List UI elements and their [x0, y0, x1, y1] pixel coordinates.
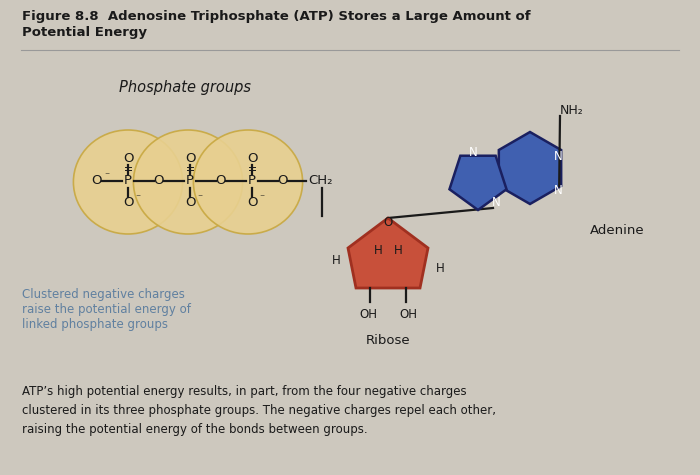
- Polygon shape: [449, 156, 507, 210]
- Ellipse shape: [74, 130, 183, 234]
- Text: N: N: [491, 196, 500, 209]
- Text: N: N: [554, 150, 562, 162]
- Ellipse shape: [193, 130, 302, 234]
- Text: Ribose: Ribose: [365, 334, 410, 347]
- Text: N: N: [468, 145, 477, 159]
- Text: Adenine: Adenine: [590, 224, 645, 237]
- Text: P: P: [124, 174, 132, 188]
- Text: ATP’s high potential energy results, in part, from the four negative charges
clu: ATP’s high potential energy results, in …: [22, 385, 496, 436]
- Text: ⁻: ⁻: [104, 171, 109, 181]
- Text: ⁻: ⁻: [135, 193, 140, 203]
- Text: O: O: [185, 152, 195, 165]
- Text: O: O: [122, 197, 133, 209]
- Text: Phosphate groups: Phosphate groups: [119, 80, 251, 95]
- Text: H: H: [332, 255, 340, 267]
- Text: O: O: [246, 197, 258, 209]
- Text: O: O: [216, 174, 226, 188]
- Text: H: H: [435, 262, 444, 275]
- Text: ⁻: ⁻: [197, 193, 202, 203]
- Text: O: O: [122, 152, 133, 165]
- Ellipse shape: [134, 130, 243, 234]
- Text: O: O: [154, 174, 164, 188]
- Text: linked phosphate groups: linked phosphate groups: [22, 318, 168, 331]
- Text: N: N: [554, 183, 562, 197]
- Text: Clustered negative charges: Clustered negative charges: [22, 288, 185, 301]
- Text: O: O: [384, 217, 393, 229]
- Polygon shape: [348, 218, 428, 288]
- Text: NH₂: NH₂: [560, 104, 584, 116]
- Text: O: O: [91, 174, 101, 188]
- Text: OH: OH: [399, 308, 417, 321]
- Text: P: P: [186, 174, 194, 188]
- Text: H: H: [374, 245, 382, 257]
- Text: OH: OH: [359, 308, 377, 321]
- Text: raise the potential energy of: raise the potential energy of: [22, 303, 191, 316]
- Text: O: O: [278, 174, 288, 188]
- Polygon shape: [499, 132, 561, 204]
- Text: Potential Energy: Potential Energy: [22, 26, 147, 39]
- Text: ⁻: ⁻: [259, 193, 264, 203]
- Text: Figure 8.8  Adenosine Triphosphate (ATP) Stores a Large Amount of: Figure 8.8 Adenosine Triphosphate (ATP) …: [22, 10, 531, 23]
- Text: O: O: [246, 152, 258, 165]
- Text: O: O: [185, 197, 195, 209]
- Text: CH₂: CH₂: [308, 174, 332, 188]
- Text: H: H: [393, 245, 402, 257]
- Text: P: P: [248, 174, 256, 188]
